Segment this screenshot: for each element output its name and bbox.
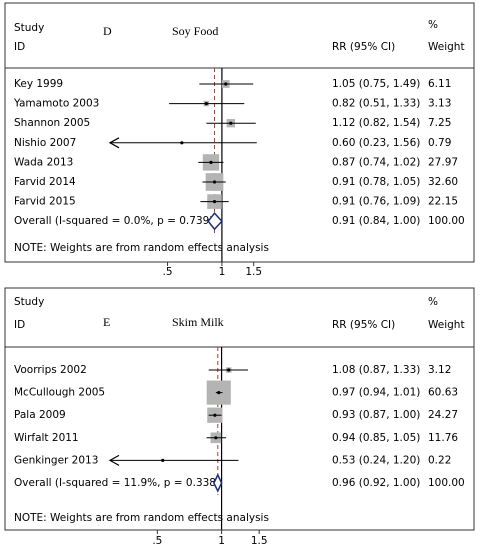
study-label: Genkinger 2013 — [14, 454, 98, 466]
weight-label: 60.63 — [428, 387, 458, 399]
estimate-label: 0.60 (0.23, 1.56) — [332, 137, 420, 149]
x-tick-label: 1 — [219, 266, 226, 278]
point-estimate — [213, 413, 217, 417]
point-estimate — [161, 458, 165, 462]
header-percent: % — [428, 296, 438, 308]
x-tick-label: .5 — [163, 266, 173, 278]
header-id: ID — [14, 319, 25, 331]
estimate-label: 0.91 (0.76, 1.09) — [332, 196, 420, 208]
weight-label: 11.76 — [428, 432, 458, 444]
note: NOTE: Weights are from random effects an… — [14, 242, 269, 254]
study-label: Shannon 2005 — [14, 117, 90, 129]
overall-weight: 100.00 — [428, 477, 465, 489]
point-estimate — [204, 102, 208, 106]
header-estimate: RR (95% CI) — [332, 319, 395, 331]
panel-title: Soy Food — [172, 24, 218, 38]
panel-letter: D — [103, 24, 112, 38]
estimate-label: 1.05 (0.75, 1.49) — [332, 78, 420, 90]
header-percent: % — [428, 19, 438, 31]
estimate-label: 1.12 (0.82, 1.54) — [332, 117, 420, 129]
point-estimate — [212, 200, 217, 204]
x-tick-label: 1 — [218, 535, 225, 547]
overall-diamond — [207, 212, 223, 231]
panel-title: Skim Milk — [172, 315, 224, 329]
study-label: Farvid 2015 — [14, 196, 76, 208]
estimate-label: 0.87 (0.74, 1.02) — [332, 156, 420, 168]
weight-label: 24.27 — [428, 409, 458, 421]
point-estimate — [180, 141, 184, 145]
estimate-label: 0.53 (0.24, 1.20) — [332, 454, 420, 466]
estimate-label: 0.82 (0.51, 1.33) — [332, 98, 420, 110]
weight-label: 3.12 — [428, 364, 451, 376]
study-label: Farvid 2014 — [14, 176, 76, 188]
x-tick-label: .5 — [152, 535, 162, 547]
study-label: Key 1999 — [14, 78, 63, 90]
estimate-label: 1.08 (0.87, 1.33) — [332, 364, 420, 376]
weight-label: 22.15 — [428, 196, 458, 208]
ci-arrow — [108, 137, 120, 149]
study-label: Wada 2013 — [14, 156, 73, 168]
weight-label: 27.97 — [428, 156, 458, 168]
point-estimate — [217, 391, 221, 395]
study-label: Yamamoto 2003 — [13, 98, 99, 110]
point-estimate — [212, 180, 217, 184]
header-weight: Weight — [428, 319, 465, 331]
weight-label: 6.11 — [428, 78, 451, 90]
estimate-label: 0.97 (0.94, 1.01) — [332, 387, 420, 399]
estimate-label: 0.91 (0.78, 1.05) — [332, 176, 420, 188]
estimate-label: 0.93 (0.87, 1.00) — [332, 409, 420, 421]
x-tick-label: 1.5 — [251, 535, 268, 547]
overall-estimate: 0.96 (0.92, 1.00) — [332, 477, 420, 489]
overall-label: Overall (I-squared = 11.9%, p = 0.338) — [14, 477, 220, 489]
panel-letter: E — [103, 315, 110, 329]
header-study: Study — [14, 22, 44, 34]
weight-label: 7.25 — [428, 117, 451, 129]
point-estimate — [209, 160, 213, 164]
study-label: Wirfalt 2011 — [14, 432, 79, 444]
ci-arrow — [108, 454, 120, 466]
point-estimate — [229, 121, 233, 125]
study-label: Nishio 2007 — [14, 137, 76, 149]
weight-label: 3.13 — [428, 98, 451, 110]
header-estimate: RR (95% CI) — [332, 41, 395, 53]
header-study: Study — [14, 296, 44, 308]
overall-weight: 100.00 — [428, 215, 465, 227]
point-estimate — [214, 436, 218, 440]
weight-label: 0.79 — [428, 137, 451, 149]
point-estimate — [227, 368, 231, 372]
overall-estimate: 0.91 (0.84, 1.00) — [332, 215, 420, 227]
overall-diamond — [213, 473, 223, 493]
study-label: McCullough 2005 — [14, 387, 105, 399]
study-label: Pala 2009 — [14, 409, 66, 421]
estimate-label: 0.94 (0.85, 1.05) — [332, 432, 420, 444]
weight-label: 0.22 — [428, 454, 451, 466]
weight-label: 32.60 — [428, 176, 458, 188]
header-id: ID — [14, 41, 25, 53]
study-label: Voorrips 2002 — [14, 364, 87, 376]
point-estimate — [224, 82, 228, 86]
x-tick-label: 1.5 — [245, 266, 262, 278]
overall-label: Overall (I-squared = 0.0%, p = 0.739) — [14, 215, 213, 227]
header-weight: Weight — [428, 41, 465, 53]
note: NOTE: Weights are from random effects an… — [14, 512, 269, 524]
